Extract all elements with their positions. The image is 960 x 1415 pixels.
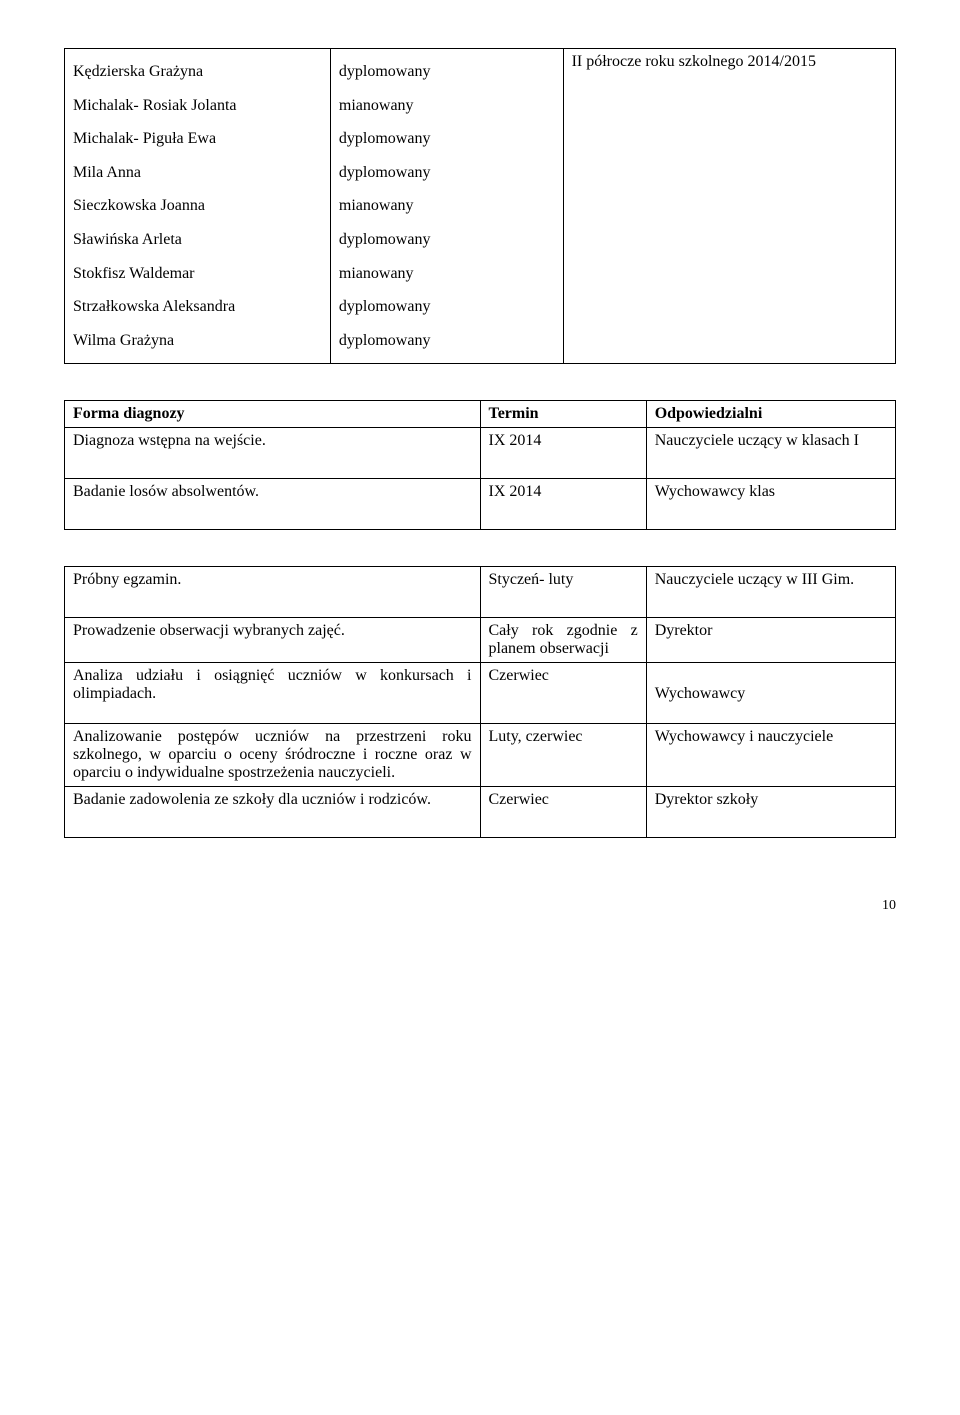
cell-termin: Luty, czerwiec — [480, 724, 646, 787]
cell-odpow: Wychowawcy — [646, 663, 895, 724]
teacher-status: dyplomowany — [339, 290, 555, 324]
cell-forma: Próbny egzamin. — [65, 567, 481, 618]
col-header-forma: Forma diagnozy — [65, 401, 481, 428]
cell-forma: Analizowanie postępów uczniów na przestr… — [65, 724, 481, 787]
teachers-status-table: Kędzierska Grażyna Michalak- Rosiak Jola… — [64, 48, 896, 364]
teacher-name: Strzałkowska Aleksandra — [73, 290, 322, 324]
col-header-odpow: Odpowiedzialni — [646, 401, 895, 428]
teacher-status: mianowany — [339, 257, 555, 291]
teacher-name: Michalak- Rosiak Jolanta — [73, 89, 322, 123]
table-row: Badanie zadowolenia ze szkoły dla ucznió… — [65, 787, 896, 838]
teacher-status: mianowany — [339, 189, 555, 223]
teacher-name: Michalak- Piguła Ewa — [73, 122, 322, 156]
teacher-status: dyplomowany — [339, 122, 555, 156]
cell-odpow: Wychowawcy i nauczyciele — [646, 724, 895, 787]
teacher-name: Sławińska Arleta — [73, 223, 322, 257]
teacher-name: Kędzierska Grażyna — [73, 55, 322, 89]
cell-termin: Czerwiec — [480, 663, 646, 724]
table-row: Analiza udziału i osiągnięć uczniów w ko… — [65, 663, 896, 724]
cell-termin: Cały rok zgodnie z planem obserwacji — [480, 618, 646, 663]
cell-odpow: Wychowawcy klas — [646, 479, 895, 530]
cell-odpow: Nauczyciele uczący w klasach I — [646, 428, 895, 479]
table-row: Próbny egzamin. Styczeń- luty Nauczyciel… — [65, 567, 896, 618]
teachers-names-cell: Kędzierska Grażyna Michalak- Rosiak Jola… — [65, 49, 331, 364]
cell-termin: IX 2014 — [480, 479, 646, 530]
cell-forma: Badanie losów absolwentów. — [65, 479, 481, 530]
semester-note: II półrocze roku szkolnego 2014/2015 — [572, 53, 816, 70]
teacher-status: mianowany — [339, 89, 555, 123]
semester-note-cell: II półrocze roku szkolnego 2014/2015 — [563, 49, 895, 364]
diagnosis-forms-table: Forma diagnozy Termin Odpowiedzialni Dia… — [64, 400, 896, 530]
cell-termin: Styczeń- luty — [480, 567, 646, 618]
table-row: Analizowanie postępów uczniów na przestr… — [65, 724, 896, 787]
teacher-name: Wilma Grażyna — [73, 324, 322, 358]
diagnosis-details-table: Próbny egzamin. Styczeń- luty Nauczyciel… — [64, 566, 896, 838]
teachers-status-cell: dyplomowany mianowany dyplomowany dyplom… — [330, 49, 563, 364]
table-row: Prowadzenie obserwacji wybranych zajęć. … — [65, 618, 896, 663]
table-header-row: Forma diagnozy Termin Odpowiedzialni — [65, 401, 896, 428]
cell-forma: Prowadzenie obserwacji wybranych zajęć. — [65, 618, 481, 663]
teacher-status: dyplomowany — [339, 223, 555, 257]
teacher-name: Mila Anna — [73, 156, 322, 190]
teacher-status: dyplomowany — [339, 156, 555, 190]
cell-odpow: Dyrektor szkoły — [646, 787, 895, 838]
cell-forma: Diagnoza wstępna na wejście. — [65, 428, 481, 479]
cell-termin: Czerwiec — [480, 787, 646, 838]
cell-odpow: Nauczyciele uczący w III Gim. — [646, 567, 895, 618]
cell-forma: Analiza udziału i osiągnięć uczniów w ko… — [65, 663, 481, 724]
cell-odpow: Dyrektor — [646, 618, 895, 663]
teacher-status: dyplomowany — [339, 55, 555, 89]
cell-odpow-text: Wychowawcy — [655, 685, 746, 702]
page-number: 10 — [64, 898, 896, 914]
table-row: Diagnoza wstępna na wejście. IX 2014 Nau… — [65, 428, 896, 479]
table-row: Badanie losów absolwentów. IX 2014 Wycho… — [65, 479, 896, 530]
col-header-termin: Termin — [480, 401, 646, 428]
teacher-name: Sieczkowska Joanna — [73, 189, 322, 223]
cell-forma: Badanie zadowolenia ze szkoły dla ucznió… — [65, 787, 481, 838]
teacher-name: Stokfisz Waldemar — [73, 257, 322, 291]
teacher-status: dyplomowany — [339, 324, 555, 358]
cell-termin: IX 2014 — [480, 428, 646, 479]
